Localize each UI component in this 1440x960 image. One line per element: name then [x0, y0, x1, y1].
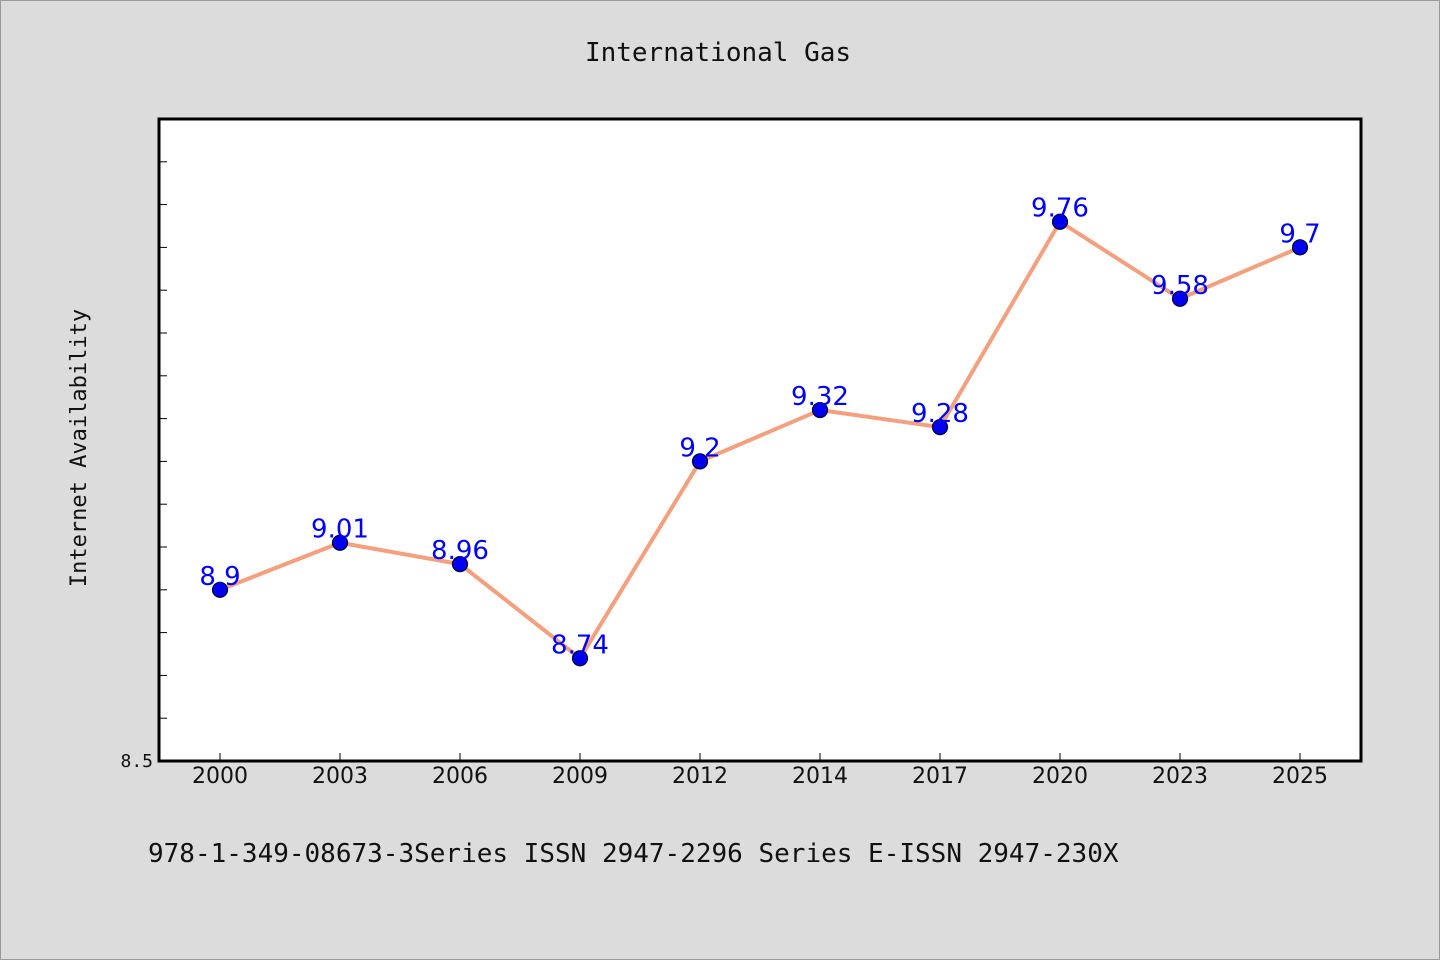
y-tick-label: 8.5	[120, 751, 153, 772]
data-label: 8.9	[199, 562, 240, 592]
x-tick-label: 2025	[1272, 764, 1328, 789]
data-point	[931, 419, 949, 436]
data-label-layer: 8.9 9.01 8.96 8.74 9.2 9.32 9.28 9.76 9.58 9.7	[199, 194, 1320, 661]
data-label: 9.2	[679, 433, 720, 463]
x-tick-label: 2003	[312, 764, 368, 789]
data-label: 8.74	[551, 630, 609, 660]
data-label: 9.58	[1151, 271, 1209, 301]
data-point	[571, 650, 589, 667]
x-tick-label: 2012	[672, 764, 728, 789]
data-label: 9.7	[1279, 219, 1320, 249]
x-tick-label: 2023	[1152, 764, 1208, 789]
data-point	[451, 556, 469, 573]
data-point	[1171, 290, 1189, 307]
x-tick-label: 2009	[552, 764, 608, 789]
chart-title: International Gas	[585, 38, 851, 68]
x-tick-label: 2020	[1032, 764, 1088, 789]
marker-layer	[211, 213, 1309, 667]
series-line	[219, 219, 1301, 661]
data-point	[1051, 213, 1069, 230]
x-axis: 2000 2003 2006 2009 2012 2014 2017 2020 2023 2025	[192, 753, 1328, 789]
data-point	[211, 581, 229, 598]
data-label: 9.32	[791, 382, 849, 412]
data-point	[811, 401, 829, 419]
y-axis-label: Internet Availability	[67, 309, 92, 587]
data-label: 8.96	[431, 536, 489, 566]
data-label: 9.28	[911, 399, 969, 429]
series-line-layer	[219, 219, 1301, 661]
plot-area	[157, 117, 1363, 763]
data-label: 9.01	[311, 515, 369, 545]
x-tick-label: 2000	[192, 764, 248, 789]
x-tick-label: 2014	[792, 764, 848, 789]
data-label: 9.76	[1031, 194, 1089, 224]
y-axis: 8.5	[120, 161, 167, 772]
footer-isbn-issn: 978-1-349-08673-3Series ISSN 2947-2296 S…	[148, 839, 1119, 869]
data-point	[331, 534, 349, 551]
x-tick-label: 2017	[912, 764, 968, 789]
data-point	[1291, 239, 1309, 256]
data-point	[691, 453, 709, 470]
x-tick-label: 2006	[432, 764, 488, 789]
